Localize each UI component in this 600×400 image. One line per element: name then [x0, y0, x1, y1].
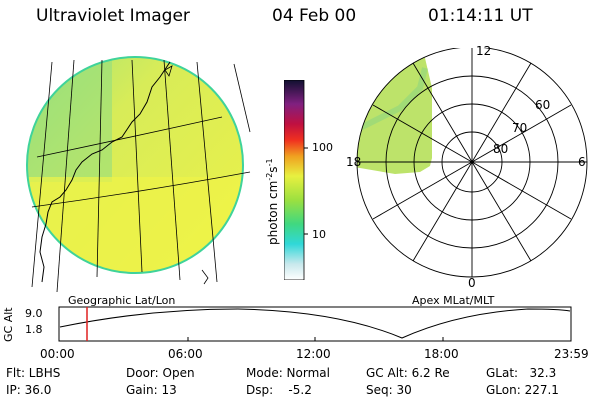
mlt-label-0: 0 [468, 276, 476, 290]
x-tick-2359: 23:59 [554, 347, 589, 361]
mlt-label-6: 6 [578, 155, 586, 169]
longitude-grid [31, 59, 251, 292]
info-ip: IP: 36.0 [6, 383, 52, 397]
info-seq: Seq: 30 [366, 383, 412, 397]
coastline [39, 61, 171, 283]
latitude-grid [31, 116, 251, 208]
info-gcalt: GC Alt: 6.2 Re [366, 366, 450, 380]
altitude-axis-label: GC Alt [2, 307, 15, 342]
lat-label-80: 80 [493, 142, 509, 156]
island-outline [164, 65, 173, 77]
altitude-y-min: 1.8 [25, 323, 43, 336]
color-bar [284, 80, 308, 280]
mlt-label-18: 18 [346, 155, 362, 169]
colorbar-tick-100: 100 [312, 141, 333, 154]
polar-panel-label: Apex MLat/MLT [412, 294, 495, 307]
lat-label-70: 70 [512, 121, 528, 135]
info-mode: Mode: Normal [246, 366, 330, 380]
disk-limb [26, 56, 244, 274]
x-tick-0600: 06:00 [168, 347, 203, 361]
colorbar-unit-label: photon cm-2s-1 [265, 158, 280, 245]
altitude-curve [59, 308, 571, 339]
info-door: Door: Open [126, 366, 195, 380]
x-axis-ticks [187, 337, 444, 341]
colorbar-tick-10: 10 [312, 228, 326, 241]
app-title: Ultraviolet Imager [36, 6, 190, 26]
polar-plot [356, 48, 588, 278]
altitude-plot [58, 306, 572, 342]
mlt-label-12: 12 [476, 44, 492, 58]
time-label: 01:14:11 UT [428, 6, 533, 26]
lat-label-60: 60 [535, 98, 551, 112]
x-tick-1200: 12:00 [296, 347, 331, 361]
geo-panel-label: Geographic Lat/Lon [68, 294, 176, 307]
date-label: 04 Feb 00 [272, 6, 357, 26]
info-glat: GLat: 32.3 [486, 366, 557, 380]
auroral-band [358, 67, 428, 131]
info-glon: GLon: 227.1 [486, 383, 559, 397]
coast-fragment [201, 269, 209, 285]
x-tick-0000: 00:00 [40, 347, 75, 361]
auroral-data-wedge [357, 48, 472, 174]
mlt-radials [357, 48, 587, 277]
info-gain: Gain: 13 [126, 383, 177, 397]
info-dsp: Dsp: -5.2 [246, 383, 312, 397]
x-tick-1800: 18:00 [424, 347, 459, 361]
geographic-map [26, 56, 251, 292]
info-flt: Flt: LBHS [6, 366, 61, 380]
altitude-y-max: 9.0 [25, 307, 43, 320]
